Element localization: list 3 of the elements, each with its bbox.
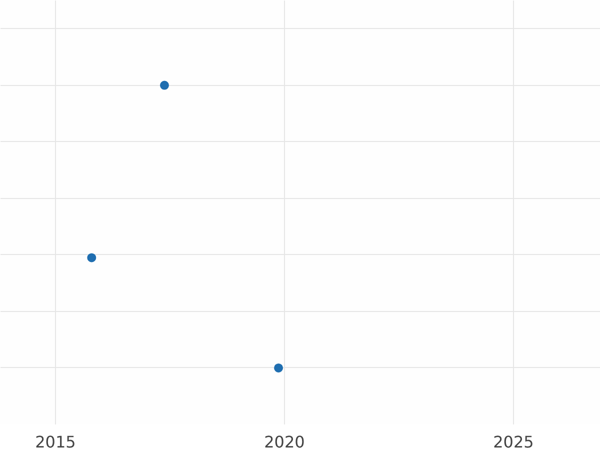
- x-tick-label: 2020: [264, 432, 305, 450]
- x-tick-label: 2015: [35, 432, 76, 450]
- x-tick-label: 2025: [493, 432, 534, 450]
